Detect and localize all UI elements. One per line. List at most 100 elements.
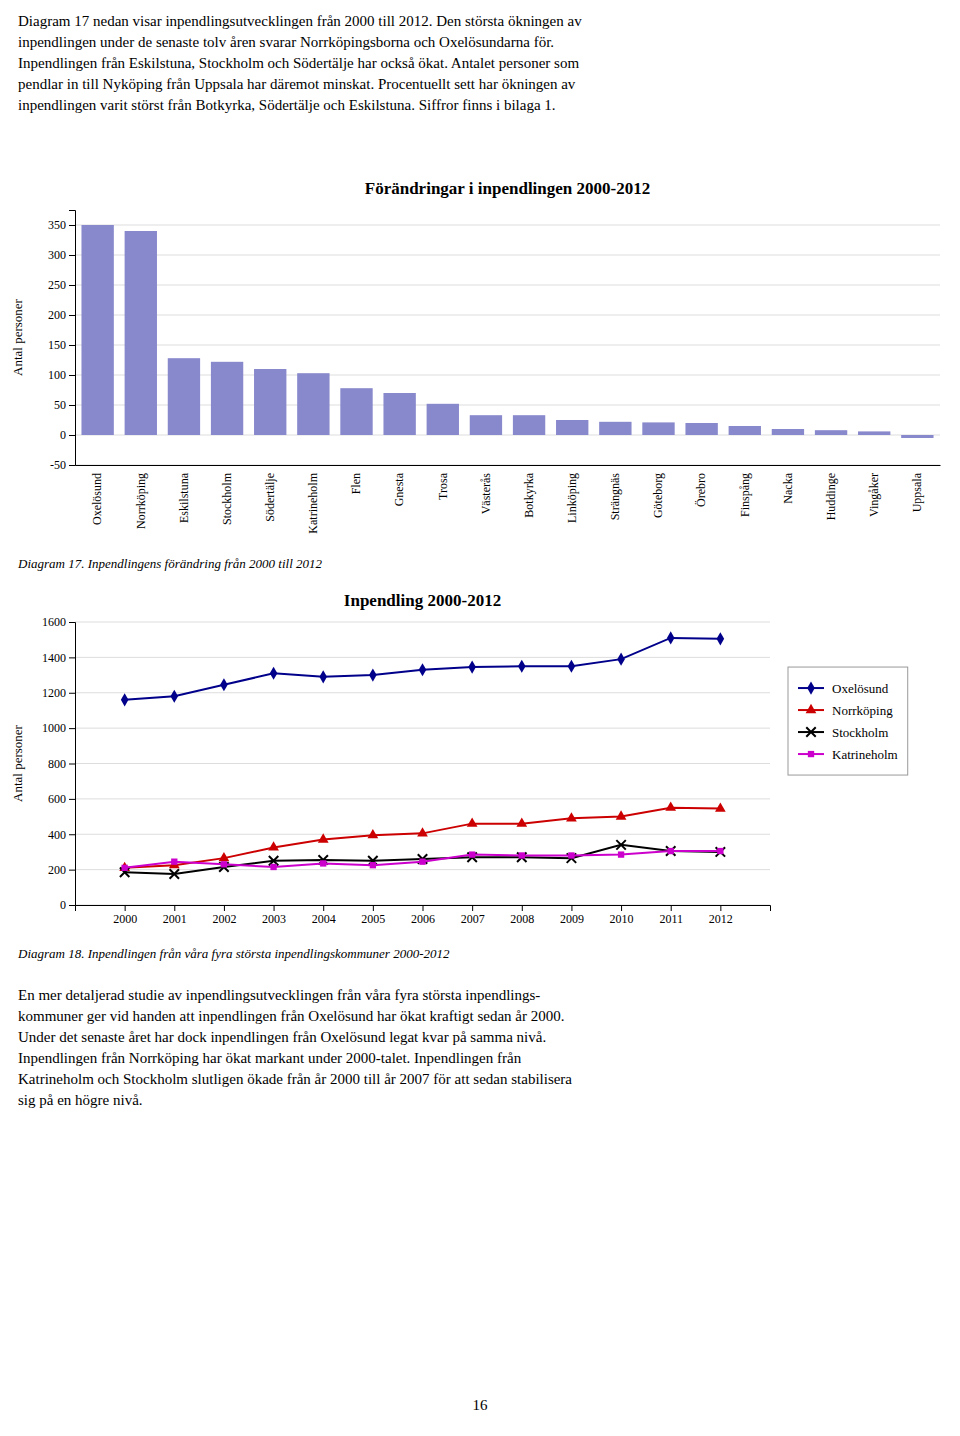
bar	[513, 415, 545, 435]
tick-label: 350	[48, 218, 66, 232]
tick-label: 2011	[659, 912, 683, 926]
bar	[642, 422, 674, 435]
marker	[270, 864, 276, 870]
marker	[221, 861, 227, 867]
tick-label: 50	[54, 398, 66, 412]
tick-label: Linköping	[565, 473, 579, 523]
tick-mark	[621, 905, 622, 911]
marker	[668, 848, 674, 854]
tick-label: Trosa	[436, 472, 450, 500]
bar	[125, 231, 157, 435]
marker	[121, 693, 129, 706]
tick-mark	[69, 870, 75, 871]
caption: Diagram 17. Inpendlingens förändring frå…	[17, 556, 323, 571]
grid-line	[75, 255, 940, 256]
tick-label: 300	[48, 248, 66, 262]
marker	[170, 869, 179, 878]
tick-label: 1400	[42, 651, 66, 665]
marker	[468, 661, 476, 674]
marker	[517, 853, 526, 862]
legend-frame	[788, 667, 908, 775]
tick-label: 200	[48, 863, 66, 877]
bar	[858, 431, 890, 435]
grid-line	[75, 435, 940, 436]
tick-mark	[69, 255, 75, 256]
bar	[383, 393, 415, 435]
tick-mark	[274, 905, 275, 911]
tick: Strängnäs	[608, 473, 622, 521]
legend-label: Norrköping	[832, 703, 893, 718]
tick: 150	[48, 338, 75, 352]
tick-label: 0	[60, 428, 66, 442]
marker	[319, 670, 327, 683]
tick-mark	[69, 622, 75, 623]
tick-label: Huddinge	[824, 473, 838, 520]
grid-line	[75, 728, 770, 729]
tick-label: Flen	[349, 473, 363, 494]
tick-label: Uppsala	[910, 472, 924, 512]
marker	[170, 690, 178, 703]
tick-mark	[571, 905, 572, 911]
grid-line	[75, 763, 770, 764]
tick: 2008	[510, 905, 534, 926]
legend-label: Katrineholm	[832, 747, 898, 762]
tick: Stockholm	[220, 472, 234, 525]
tick-label: -50	[50, 458, 66, 472]
marker	[518, 660, 526, 673]
marker	[618, 851, 624, 857]
bar	[815, 430, 847, 435]
tick: 2002	[212, 905, 236, 926]
legend: OxelösundNorrköpingStockholmKatrineholm	[788, 667, 908, 775]
tick: Finspång	[738, 473, 752, 517]
grid-line	[75, 622, 770, 623]
tick: 2005	[361, 905, 385, 926]
marker	[219, 852, 230, 861]
y-axis: 02004006008001000120014001600	[42, 615, 76, 912]
tick: 100	[48, 368, 75, 382]
bar	[297, 373, 329, 435]
tick-mark	[69, 225, 75, 226]
tick: Oxelösund	[90, 473, 104, 525]
tick: 2000	[113, 905, 137, 926]
tick: 1200	[42, 686, 75, 700]
tick: 0	[60, 898, 75, 912]
tick-label: 2008	[510, 912, 534, 926]
tick: 2009	[560, 905, 584, 926]
axis-line	[76, 906, 771, 912]
tick: Linköping	[565, 473, 579, 523]
grid-line	[75, 465, 940, 466]
tick-mark	[69, 285, 75, 286]
tick-mark	[69, 693, 75, 694]
x-axis: 2000200120022003200420052006200720082009…	[76, 905, 771, 926]
bar	[772, 429, 804, 435]
tick: 600	[48, 792, 75, 806]
series-markers	[121, 631, 724, 706]
axis-line	[69, 623, 76, 906]
tick-mark	[174, 905, 175, 911]
bar	[470, 415, 502, 435]
grid-line	[75, 315, 940, 316]
tick-label: 200	[48, 308, 66, 322]
paragraph-line: inpendlingen varit störst från Botkyrka,…	[18, 97, 556, 113]
tick: Nacka	[781, 472, 795, 503]
series-line	[125, 808, 721, 868]
tick-mark	[69, 315, 75, 316]
tick: Örebro	[694, 473, 708, 507]
marker	[370, 862, 376, 868]
series-line	[125, 638, 721, 700]
tick: Eskilstuna	[177, 472, 191, 523]
tick-mark	[522, 905, 523, 911]
axis-line	[69, 211, 76, 466]
tick-label: Södertälje	[263, 473, 277, 522]
tick: 2010	[610, 905, 634, 926]
legend-marker	[807, 681, 815, 694]
legend-item: Oxelösund	[798, 681, 889, 696]
tick-label: 100	[48, 368, 66, 382]
tick: 2007	[461, 905, 485, 926]
marker	[169, 859, 180, 868]
tick-label: 0	[60, 898, 66, 912]
bar	[729, 426, 761, 435]
series-line	[125, 851, 721, 868]
tick-label: 400	[48, 828, 66, 842]
tick: 50	[54, 398, 75, 412]
